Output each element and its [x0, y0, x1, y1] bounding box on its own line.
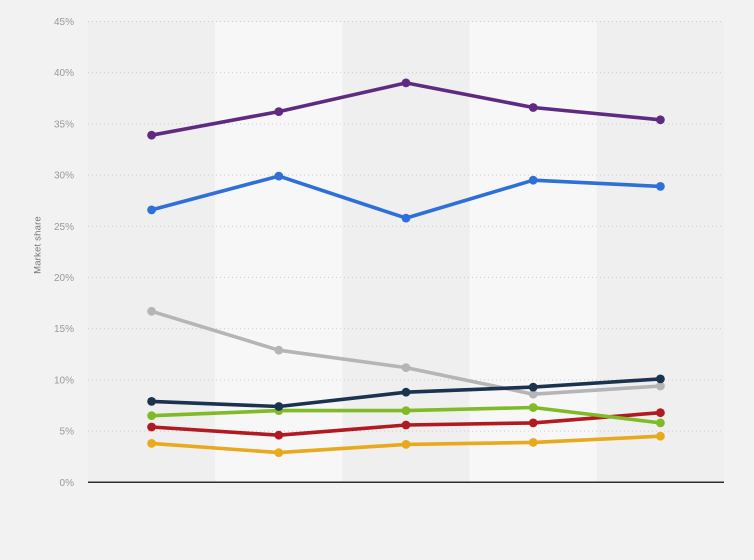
yellow-series-point[interactable]	[528, 438, 538, 447]
plot-column-band	[596, 21, 724, 483]
y-tick-label: 35%	[54, 119, 74, 130]
navy-series-point[interactable]	[401, 387, 411, 397]
navy-series-point[interactable]	[656, 374, 665, 384]
plot-column-band	[342, 21, 470, 483]
purple-series-point[interactable]	[274, 107, 284, 116]
red-series-point[interactable]	[656, 408, 665, 418]
gray-series-point[interactable]	[147, 306, 157, 316]
green-series-point[interactable]	[656, 418, 665, 428]
navy-series-point[interactable]	[274, 402, 284, 411]
yellow-series-point[interactable]	[401, 440, 411, 449]
red-series-point[interactable]	[147, 422, 157, 432]
blue-series-point[interactable]	[274, 171, 284, 181]
green-series-point[interactable]	[528, 403, 538, 412]
y-axis-title: Market share	[32, 216, 44, 274]
yellow-series-point[interactable]	[656, 431, 665, 441]
y-tick-label: 20%	[54, 273, 74, 284]
gray-series-point[interactable]	[401, 363, 411, 372]
y-tick-label: 15%	[54, 324, 74, 335]
green-series-point[interactable]	[401, 406, 411, 415]
purple-series-point[interactable]	[401, 78, 411, 88]
blue-series-point[interactable]	[656, 182, 665, 191]
y-tick-label: 30%	[54, 171, 74, 182]
blue-series-point[interactable]	[528, 175, 538, 185]
blue-series-point[interactable]	[147, 205, 157, 215]
purple-series-point[interactable]	[528, 103, 538, 112]
green-series-point[interactable]	[147, 411, 157, 421]
gray-series-point[interactable]	[274, 345, 284, 355]
navy-series-point[interactable]	[147, 397, 157, 406]
y-tick-label: 10%	[54, 375, 74, 386]
yellow-series-point[interactable]	[274, 448, 284, 457]
y-tick-label: 5%	[60, 427, 75, 438]
red-series-point[interactable]	[401, 420, 411, 430]
purple-series-point[interactable]	[147, 130, 157, 140]
y-tick-label: 40%	[54, 68, 74, 79]
red-series-point[interactable]	[274, 430, 284, 440]
y-tick-label: 25%	[54, 222, 74, 233]
gray-series-point[interactable]	[528, 389, 538, 399]
purple-series-point[interactable]	[656, 115, 665, 125]
navy-series-point[interactable]	[528, 382, 538, 392]
blue-series-point[interactable]	[401, 213, 411, 223]
y-tick-label: 45%	[54, 17, 74, 28]
yellow-series-point[interactable]	[147, 439, 157, 448]
gray-series-point[interactable]	[656, 381, 665, 391]
red-series-point[interactable]	[528, 418, 538, 428]
y-tick-label: 0%	[60, 478, 75, 489]
